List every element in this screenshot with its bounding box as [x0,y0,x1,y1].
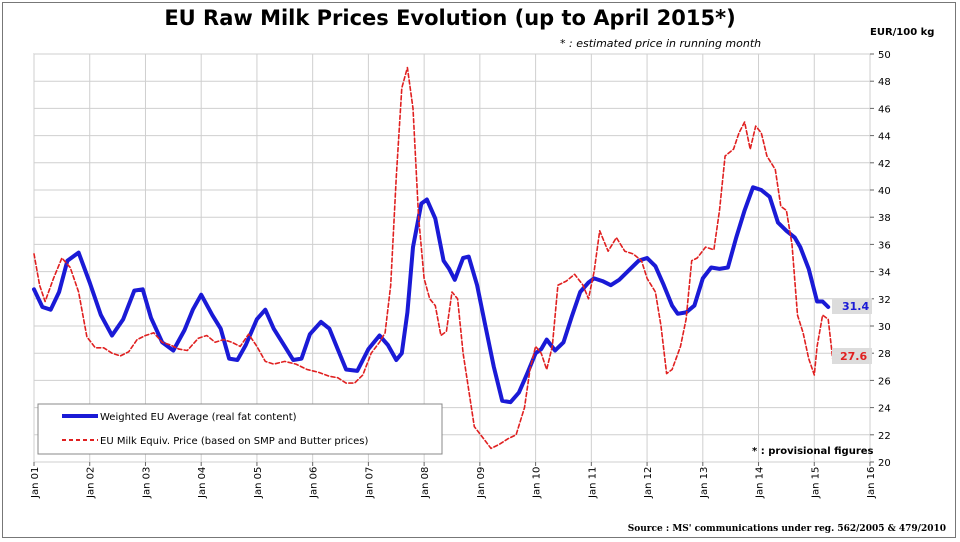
x-tick-label: Jan 15 [810,467,821,499]
y-tick-label: 26 [878,376,891,387]
x-tick-label: Jan 03 [141,467,152,499]
y-tick-label: 20 [878,458,891,469]
plot-area [33,53,871,463]
chart-title: EU Raw Milk Prices Evolution (up to Apri… [164,6,736,30]
legend-box [37,403,443,455]
series-line-weighted [32,185,831,405]
y-tick-label: 38 [878,213,891,224]
end-label-equiv: 27.6 [832,348,872,364]
source-note: Source : MS' communications under reg. 5… [627,524,946,534]
y-axis-unit: EUR/100 kg [870,27,935,38]
x-tick-label: Jan 12 [643,467,654,499]
x-tick-label: Jan 16 [866,467,877,499]
legend-label-weighted: Weighted EU Average (real fat content) [100,412,297,423]
x-tick-label: Jan 13 [699,467,710,499]
legend-label-equiv: EU Milk Equiv. Price (based on SMP and B… [100,436,368,447]
estimate-note: * : estimated price in running month [560,37,762,50]
end-value-weighted: 31.4 [842,300,869,313]
x-axis: Jan 01 Jan 02 Jan 03 Jan 04 Jan 05 Jan 06 Jan … [30,462,877,499]
x-tick-label: Jan 04 [197,467,208,499]
y-tick-label: 46 [878,104,891,115]
y-tick-label: 34 [878,268,891,279]
end-label-weighted: 31.4 [832,298,872,314]
x-tick-label: Jan 08 [420,467,431,499]
y-tick-label: 28 [878,349,891,360]
y-tick-label: 42 [878,159,891,170]
y-tick-label: 22 [878,431,891,442]
y-axis: 20 22 24 26 28 30 32 34 36 38 40 42 44 46 48 50 [870,50,891,469]
y-tick-label: 50 [878,50,891,61]
x-tick-label: Jan 07 [364,467,375,499]
end-value-equiv: 27.6 [840,350,867,363]
series-line-equiv [33,66,834,450]
x-tick-label: Jan 01 [30,467,41,499]
y-tick-label: 30 [878,322,891,333]
x-tick-label: Jan 11 [587,467,598,499]
x-tick-label: Jan 10 [532,467,543,499]
x-tick-label: Jan 14 [755,467,766,499]
legend: Weighted EU Average (real fat content) E… [37,403,443,455]
y-tick-label: 36 [878,240,891,251]
x-tick-label: Jan 05 [253,467,264,499]
x-tick-label: Jan 09 [476,467,487,499]
y-tick-label: 44 [878,132,891,143]
y-tick-label: 24 [878,404,891,415]
provisional-note: * : provisional figures [752,446,874,457]
series-lines [32,66,834,450]
x-tick-label: Jan 02 [86,467,97,499]
y-tick-label: 32 [878,295,891,306]
y-tick-label: 40 [878,186,891,197]
y-tick-label: 48 [878,77,891,88]
x-tick-label: Jan 06 [309,467,320,499]
